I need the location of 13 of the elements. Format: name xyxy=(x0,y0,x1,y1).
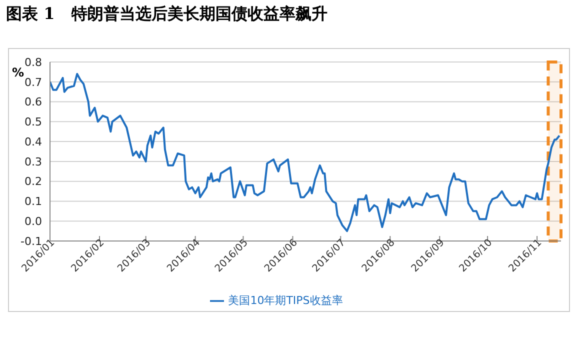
y-tick-label: 0.2 xyxy=(24,175,42,188)
y-tick-label: 0.4 xyxy=(24,135,42,148)
y-tick-label: 0.1 xyxy=(24,195,42,208)
chart-title: 图表 1 特朗普当选后美长期国债收益率飙升 xyxy=(6,4,328,25)
y-tick-label: 0.8 xyxy=(24,56,42,69)
y-tick-label: 0.7 xyxy=(24,76,42,89)
y-tick-label: 0.3 xyxy=(24,155,42,168)
line-series xyxy=(50,72,560,232)
y-tick-label: 0.0 xyxy=(24,215,42,228)
y-tick-label: 0.5 xyxy=(24,116,42,129)
y-tick-label: 0.6 xyxy=(24,96,42,109)
y-axis-title: % xyxy=(12,66,24,80)
legend-label: 美国10年期TIPS收益率 xyxy=(228,294,343,307)
